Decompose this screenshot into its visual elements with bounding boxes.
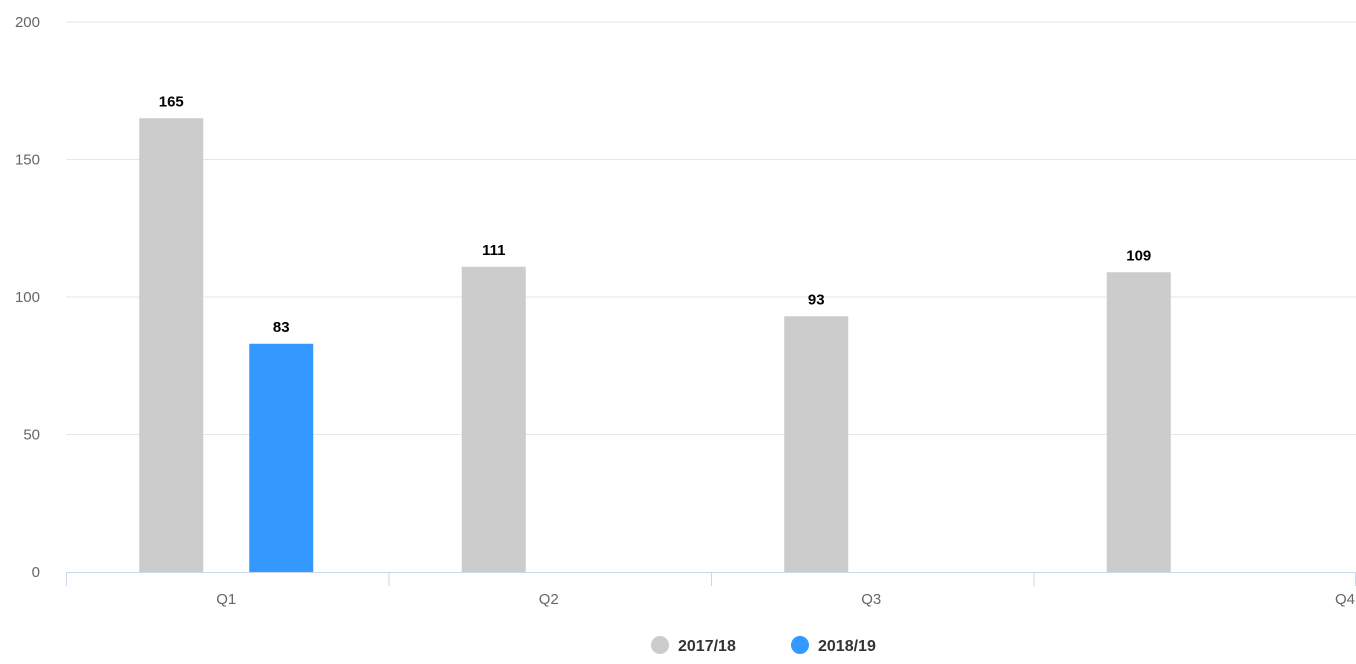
data-label: 83	[273, 319, 290, 336]
data-label: 109	[1126, 247, 1151, 264]
x-tick-label-Q4: Q4	[1335, 591, 1355, 608]
bar-2018-19-Q1[interactable]	[249, 343, 314, 572]
bar-2017-18-Q2[interactable]	[461, 266, 526, 572]
data-label: 111	[482, 242, 505, 259]
x-tick-label-Q1: Q1	[216, 591, 236, 608]
data-label: 93	[808, 291, 825, 308]
bars	[139, 118, 1171, 572]
data-label: 165	[159, 93, 184, 110]
y-tick-label: 200	[15, 14, 40, 31]
x-tick-label-Q2: Q2	[539, 591, 559, 608]
legend: 2017/18 2018/19	[651, 636, 876, 655]
y-axis: 0 50 100 150 200	[15, 14, 40, 581]
legend-item-2018-19[interactable]: 2018/19	[791, 636, 876, 655]
bar-2017-18-Q1[interactable]	[139, 118, 204, 572]
bar-2017-18-Q4[interactable]	[1106, 272, 1171, 572]
legend-label: 2017/18	[678, 638, 736, 655]
x-axis: Q1 Q2 Q3 Q4	[66, 572, 1356, 608]
y-tick-label: 0	[32, 564, 40, 581]
y-tick-label: 50	[23, 427, 40, 444]
legend-label: 2018/19	[818, 638, 876, 655]
x-tick-label-Q3: Q3	[861, 591, 881, 608]
bar-2017-18-Q3[interactable]	[784, 316, 849, 572]
y-tick-label: 100	[15, 289, 40, 306]
data-labels: 165 111 93 109 83	[159, 93, 1152, 336]
legend-item-2017-18[interactable]: 2017/18	[651, 636, 736, 655]
legend-symbol	[651, 636, 669, 654]
y-tick-label: 150	[15, 152, 40, 169]
legend-symbol	[791, 636, 809, 654]
